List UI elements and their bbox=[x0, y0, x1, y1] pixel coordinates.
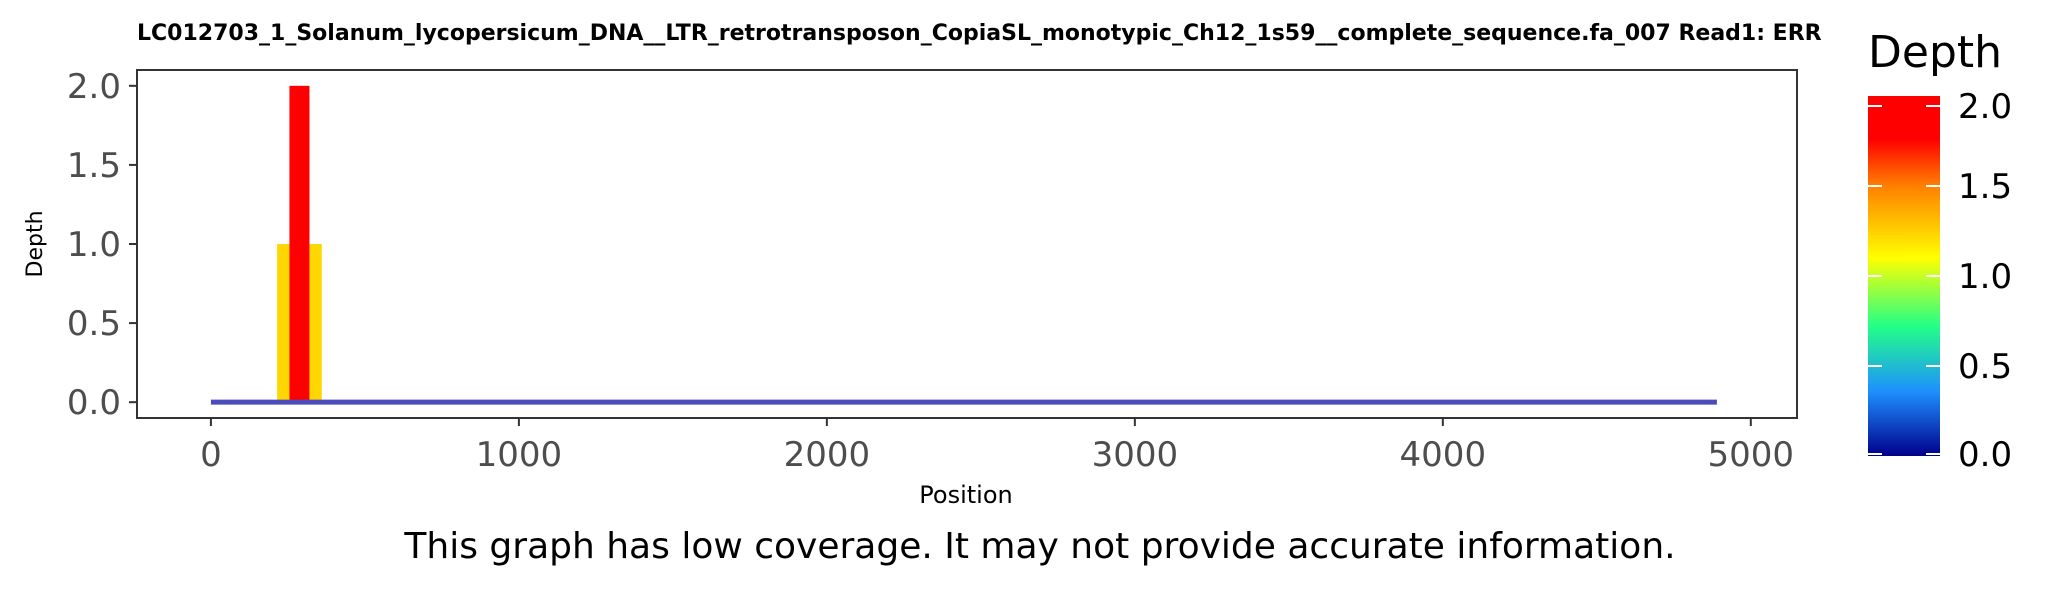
plot-panel bbox=[136, 69, 1798, 419]
x-tick-label: 4000 bbox=[1400, 435, 1487, 475]
y-tick-label: 1.0 bbox=[67, 225, 121, 265]
chart-title: LC012703_1_Solanum_lycopersicum_DNA__LTR… bbox=[137, 21, 1822, 46]
depth-bar-2 bbox=[289, 85, 310, 403]
y-axis: 0.0 0.5 1.0 1.5 2.0 bbox=[67, 67, 137, 423]
x-tick-label: 1000 bbox=[476, 435, 563, 475]
low-coverage-caption: This graph has low coverage. It may not … bbox=[403, 526, 1675, 567]
colorbar-ticks: 0.0 0.5 1.0 1.5 2.0 bbox=[1868, 87, 2012, 475]
plot-marks bbox=[210, 85, 1717, 405]
y-tick-label: 0.5 bbox=[67, 304, 121, 344]
depth-bar-1 bbox=[277, 244, 290, 403]
colorbar-tick-label: 2.0 bbox=[1958, 87, 2012, 127]
colorbar-legend: Depth 0.0 0.5 1.0 1.5 2.0 bbox=[1868, 27, 2012, 475]
x-tick-label: 2000 bbox=[784, 435, 871, 475]
colorbar-tick-label: 0.5 bbox=[1958, 347, 2012, 387]
y-tick-label: 0.0 bbox=[67, 383, 121, 423]
colorbar-tick-label: 1.0 bbox=[1958, 257, 2012, 297]
colorbar-tick-label: 0.0 bbox=[1958, 435, 2012, 475]
x-tick-label: 3000 bbox=[1092, 435, 1179, 475]
x-axis: 0 1000 2000 3000 4000 5000 bbox=[200, 418, 1794, 475]
y-axis-title: Depth bbox=[23, 210, 48, 277]
x-axis-title: Position bbox=[919, 481, 1012, 509]
x-tick-label: 0 bbox=[200, 435, 222, 475]
y-tick-label: 1.5 bbox=[67, 146, 121, 186]
colorbar-tick-label: 1.5 bbox=[1958, 167, 2012, 207]
x-tick-label: 5000 bbox=[1708, 435, 1795, 475]
y-tick-label: 2.0 bbox=[67, 67, 121, 107]
colorbar-title: Depth bbox=[1868, 27, 2002, 78]
depth-bar-3 bbox=[309, 244, 322, 403]
